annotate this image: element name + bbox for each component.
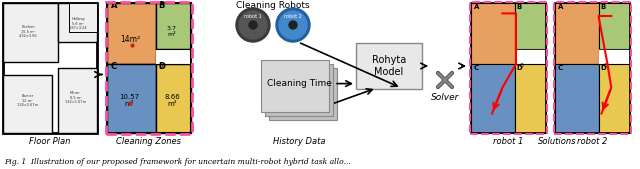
Bar xyxy=(3,3,97,133)
Circle shape xyxy=(236,8,270,42)
Text: Floor Plan: Floor Plan xyxy=(29,137,70,146)
FancyBboxPatch shape xyxy=(269,68,337,120)
Text: B: B xyxy=(159,1,165,10)
Bar xyxy=(107,3,191,133)
Text: Fig. 1  Illustration of our proposed framework for uncertain multi-robot hybrid : Fig. 1 Illustration of our proposed fram… xyxy=(4,158,351,166)
Circle shape xyxy=(289,21,297,29)
Text: Mirror
8.5 m²
1.42×1.67m: Mirror 8.5 m² 1.42×1.67m xyxy=(64,91,86,104)
Bar xyxy=(555,3,598,64)
Circle shape xyxy=(239,11,267,39)
Bar xyxy=(3,3,58,62)
Bar xyxy=(3,75,52,133)
Bar xyxy=(156,49,191,64)
Text: 14m²: 14m² xyxy=(120,35,141,44)
Text: 0: 0 xyxy=(519,63,523,68)
Text: D: D xyxy=(516,65,522,71)
Circle shape xyxy=(249,21,257,29)
Text: Kitchen
15.5 m²
4.32×3.56: Kitchen 15.5 m² 4.32×3.56 xyxy=(19,25,38,38)
Text: robot 2: robot 2 xyxy=(577,137,608,146)
Text: Cleaning Time: Cleaning Time xyxy=(267,79,332,88)
Text: 0: 0 xyxy=(159,63,163,69)
Bar xyxy=(598,64,630,133)
Bar xyxy=(598,3,630,49)
FancyBboxPatch shape xyxy=(265,64,333,116)
Bar xyxy=(471,64,515,133)
Bar xyxy=(69,3,97,32)
Text: Hallway
5.6 m²
1.87×3.24: Hallway 5.6 m² 1.87×3.24 xyxy=(69,17,88,30)
Bar xyxy=(554,2,631,134)
Bar xyxy=(471,3,515,64)
Circle shape xyxy=(279,11,307,39)
Bar xyxy=(598,49,630,64)
Text: A: A xyxy=(474,4,479,10)
FancyBboxPatch shape xyxy=(356,43,422,89)
Bar xyxy=(471,3,546,133)
Text: B: B xyxy=(516,4,522,10)
Bar xyxy=(555,3,630,133)
Text: 0: 0 xyxy=(604,63,607,68)
Text: robot 1: robot 1 xyxy=(493,137,524,146)
Text: 8.66
m²: 8.66 m² xyxy=(164,94,180,107)
Text: Barrier
12 m²
1.26×2.67m: Barrier 12 m² 1.26×2.67m xyxy=(17,94,38,107)
Bar xyxy=(58,3,97,42)
Text: History Data: History Data xyxy=(273,137,325,146)
Text: robot 1: robot 1 xyxy=(244,15,262,19)
Text: C: C xyxy=(111,62,117,71)
Bar xyxy=(470,2,547,134)
Bar xyxy=(515,49,546,64)
Bar xyxy=(107,64,156,133)
Text: Cleaning Robots: Cleaning Robots xyxy=(236,1,310,9)
Text: Solutions: Solutions xyxy=(538,137,576,146)
Text: Solver: Solver xyxy=(431,93,459,103)
Text: C: C xyxy=(474,65,479,71)
Bar xyxy=(107,3,156,64)
Circle shape xyxy=(276,8,310,42)
Text: Cleaning Zones: Cleaning Zones xyxy=(116,137,182,146)
Bar xyxy=(106,2,192,134)
Text: 10.57
m²: 10.57 m² xyxy=(120,94,140,107)
Bar xyxy=(515,64,546,133)
Bar xyxy=(515,3,546,49)
Text: C: C xyxy=(558,65,563,71)
Text: B: B xyxy=(600,4,605,10)
Text: 3.7
m²: 3.7 m² xyxy=(166,26,177,37)
Text: D: D xyxy=(600,65,606,71)
FancyBboxPatch shape xyxy=(261,60,329,112)
Bar xyxy=(58,68,97,133)
Text: robot 2: robot 2 xyxy=(284,15,302,19)
Text: A: A xyxy=(111,1,118,10)
Bar xyxy=(156,64,191,133)
Text: D: D xyxy=(159,62,166,71)
Text: Rohyta
Model: Rohyta Model xyxy=(372,55,406,77)
Text: A: A xyxy=(558,4,563,10)
Bar xyxy=(555,64,598,133)
Bar xyxy=(156,3,191,49)
